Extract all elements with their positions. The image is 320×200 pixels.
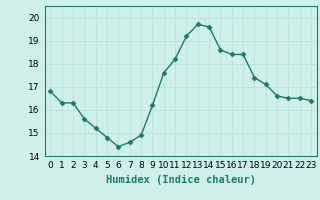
X-axis label: Humidex (Indice chaleur): Humidex (Indice chaleur) <box>106 175 256 185</box>
